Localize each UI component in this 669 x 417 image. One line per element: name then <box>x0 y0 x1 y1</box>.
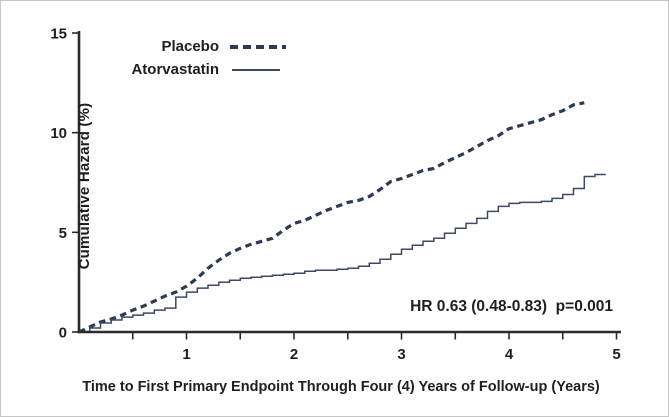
legend-label-atorvastatin: Atorvastatin <box>131 61 219 78</box>
axes-layer <box>77 31 621 334</box>
axis-lines <box>77 31 621 334</box>
tick-labels-layer: 1 2 3 4 5 0 5 10 15 <box>50 26 620 364</box>
hazard-ratio-annotation: HR 0.63 (0.48-0.83) p=0.001 <box>410 298 613 315</box>
x-tick-label: 3 <box>397 346 405 363</box>
y-tick-label: 15 <box>50 26 67 43</box>
legend: Placebo Atorvastatin <box>59 35 288 81</box>
x-tick-label: 2 <box>290 346 298 363</box>
dashed-line-sample-icon <box>230 44 286 49</box>
x-axis-title: Time to First Primary Endpoint Through F… <box>82 379 600 395</box>
y-axis-title: Cumulative Hazard (%) <box>76 102 93 270</box>
x-tick-label: 4 <box>505 346 514 363</box>
y-tick-label: 10 <box>50 125 67 142</box>
legend-row-placebo: Placebo <box>59 35 288 58</box>
y-tick-label: 5 <box>59 225 67 242</box>
solid-line-sample-icon <box>232 68 280 71</box>
x-tick-label: 5 <box>612 346 620 363</box>
legend-label-placebo: Placebo <box>161 38 219 55</box>
curve-placebo <box>78 101 585 334</box>
x-tick-label: 1 <box>182 346 190 363</box>
ticks-layer <box>72 32 618 340</box>
curve-atorvastatin <box>79 173 606 333</box>
legend-row-atorvastatin: Atorvastatin <box>59 58 288 81</box>
curves-layer <box>78 101 606 334</box>
y-tick-label: 0 <box>59 325 67 342</box>
